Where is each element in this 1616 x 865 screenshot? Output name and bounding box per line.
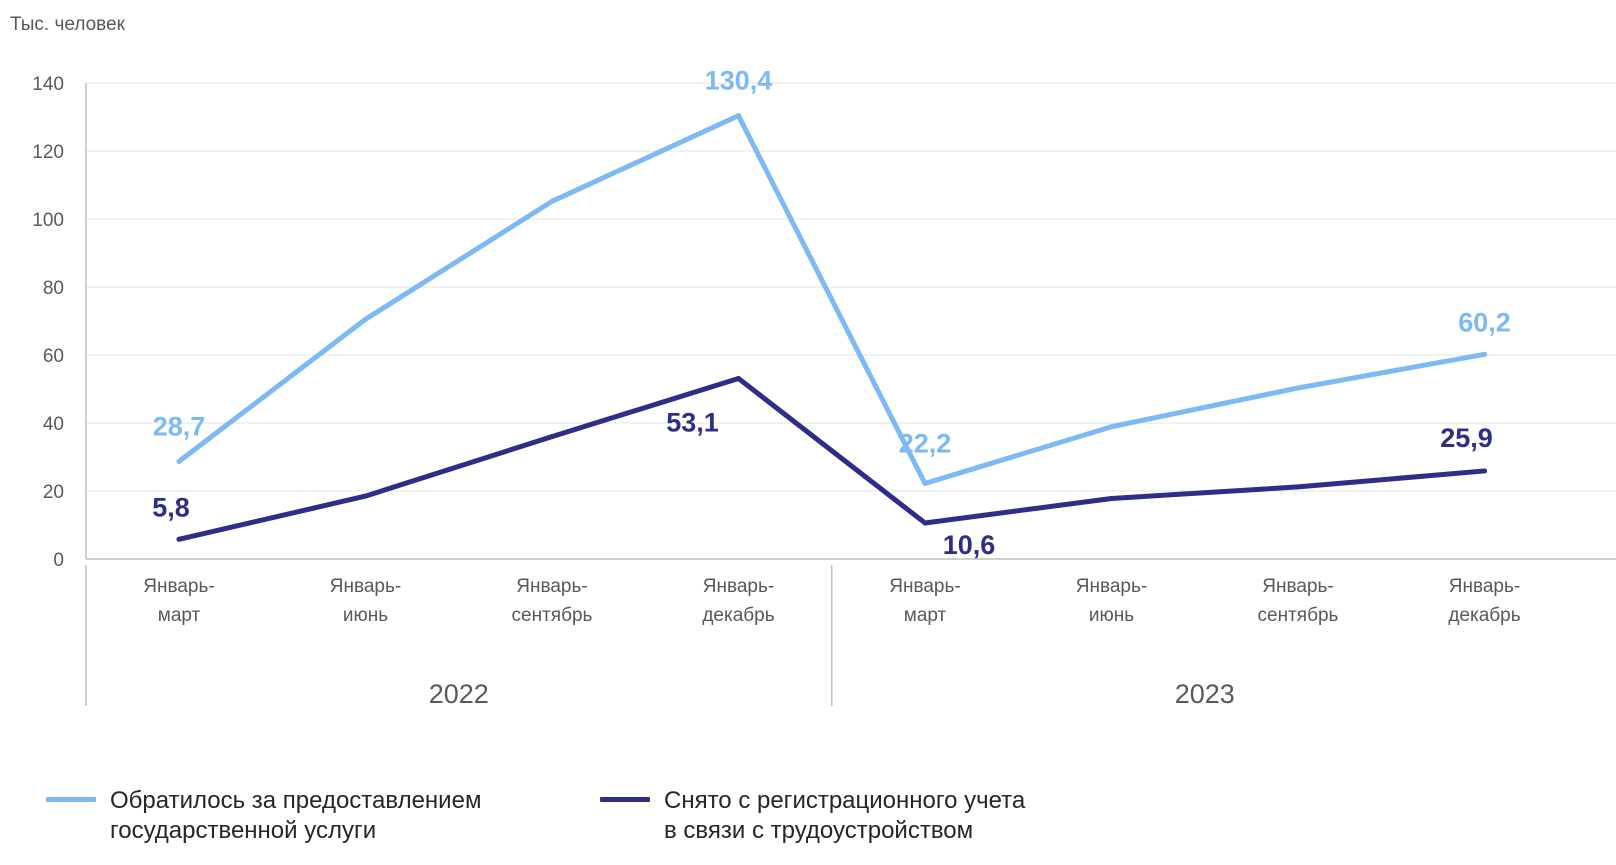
series-line-0: [176, 113, 1487, 487]
y-tick-label: 100: [32, 210, 64, 231]
data-point: [922, 520, 928, 526]
x-tick-label: Январь-: [143, 576, 214, 597]
x-tick-label: Январь-: [516, 576, 587, 597]
x-tick-label: Январь-: [889, 576, 960, 597]
data-point: [736, 375, 741, 381]
legend-label-requests: Обратилось за предоставлением государств…: [110, 787, 482, 844]
y-tick-label: 80: [43, 278, 64, 299]
x-tick-label: июнь: [1089, 605, 1134, 626]
data-point: [549, 434, 555, 440]
x-tick-label: декабрь: [1448, 605, 1520, 626]
y-tick-label: 40: [43, 414, 64, 435]
data-label: 60,2: [1458, 307, 1511, 337]
data-point: [1295, 484, 1301, 490]
x-tick-label: Январь-: [1076, 576, 1147, 597]
data-point: [549, 198, 555, 204]
x-tick-label: Январь-: [1449, 576, 1520, 597]
x-tick-label: Январь-: [330, 576, 401, 597]
data-point: [1482, 468, 1487, 474]
y-tick-label: 60: [43, 346, 64, 367]
x-tick-label: март: [158, 605, 201, 626]
legend-swatch-employed: [600, 797, 650, 802]
line-chart: 0 20 40 60 80 100 120 140 Январь-март Январь-июнь…: [32, 66, 1616, 709]
series-line-1: [176, 375, 1487, 542]
x-group-label: 2022: [429, 679, 489, 709]
data-label: 10,6: [943, 530, 996, 560]
data-label: 53,1: [666, 407, 719, 437]
data-label: 22,2: [899, 429, 952, 459]
x-tick-label: июнь: [343, 605, 388, 626]
data-point: [736, 113, 741, 119]
y-axis-unit-label: Тыс. человек: [10, 14, 125, 35]
data-label: 25,9: [1440, 423, 1493, 453]
data-label: 28,7: [153, 411, 206, 441]
data-point: [1482, 351, 1487, 357]
y-tick-label: 0: [53, 550, 64, 571]
data-point: [363, 493, 368, 499]
data-point: [1109, 495, 1114, 501]
data-point: [176, 458, 182, 464]
x-tick-label: март: [904, 605, 947, 626]
data-point: [922, 481, 928, 487]
data-point: [176, 536, 182, 542]
data-point: [363, 316, 368, 322]
x-tick-label: сентябрь: [1258, 605, 1339, 626]
data-label: 130,4: [705, 66, 773, 96]
y-tick-label: 140: [32, 74, 64, 95]
data-label: 5,8: [152, 492, 190, 522]
legend-swatch-requests: [46, 797, 96, 802]
y-tick-label: 20: [43, 482, 64, 503]
data-point: [1295, 385, 1301, 391]
data-point: [1109, 424, 1114, 430]
x-tick-label: Январь-: [703, 576, 774, 597]
x-tick-label: декабрь: [702, 605, 774, 626]
x-tick-label: сентябрь: [512, 605, 593, 626]
x-group-label: 2023: [1175, 679, 1235, 709]
legend-label-employed: Снято с регистрационного учета в связи с…: [664, 787, 1026, 844]
legend-item-employed: Снято с регистрационного учета в связи с…: [600, 786, 1025, 846]
legend-item-requests: Обратилось за предоставлением государств…: [46, 786, 481, 846]
y-tick-label: 120: [32, 142, 64, 163]
x-tick-label: Январь-: [1262, 576, 1333, 597]
